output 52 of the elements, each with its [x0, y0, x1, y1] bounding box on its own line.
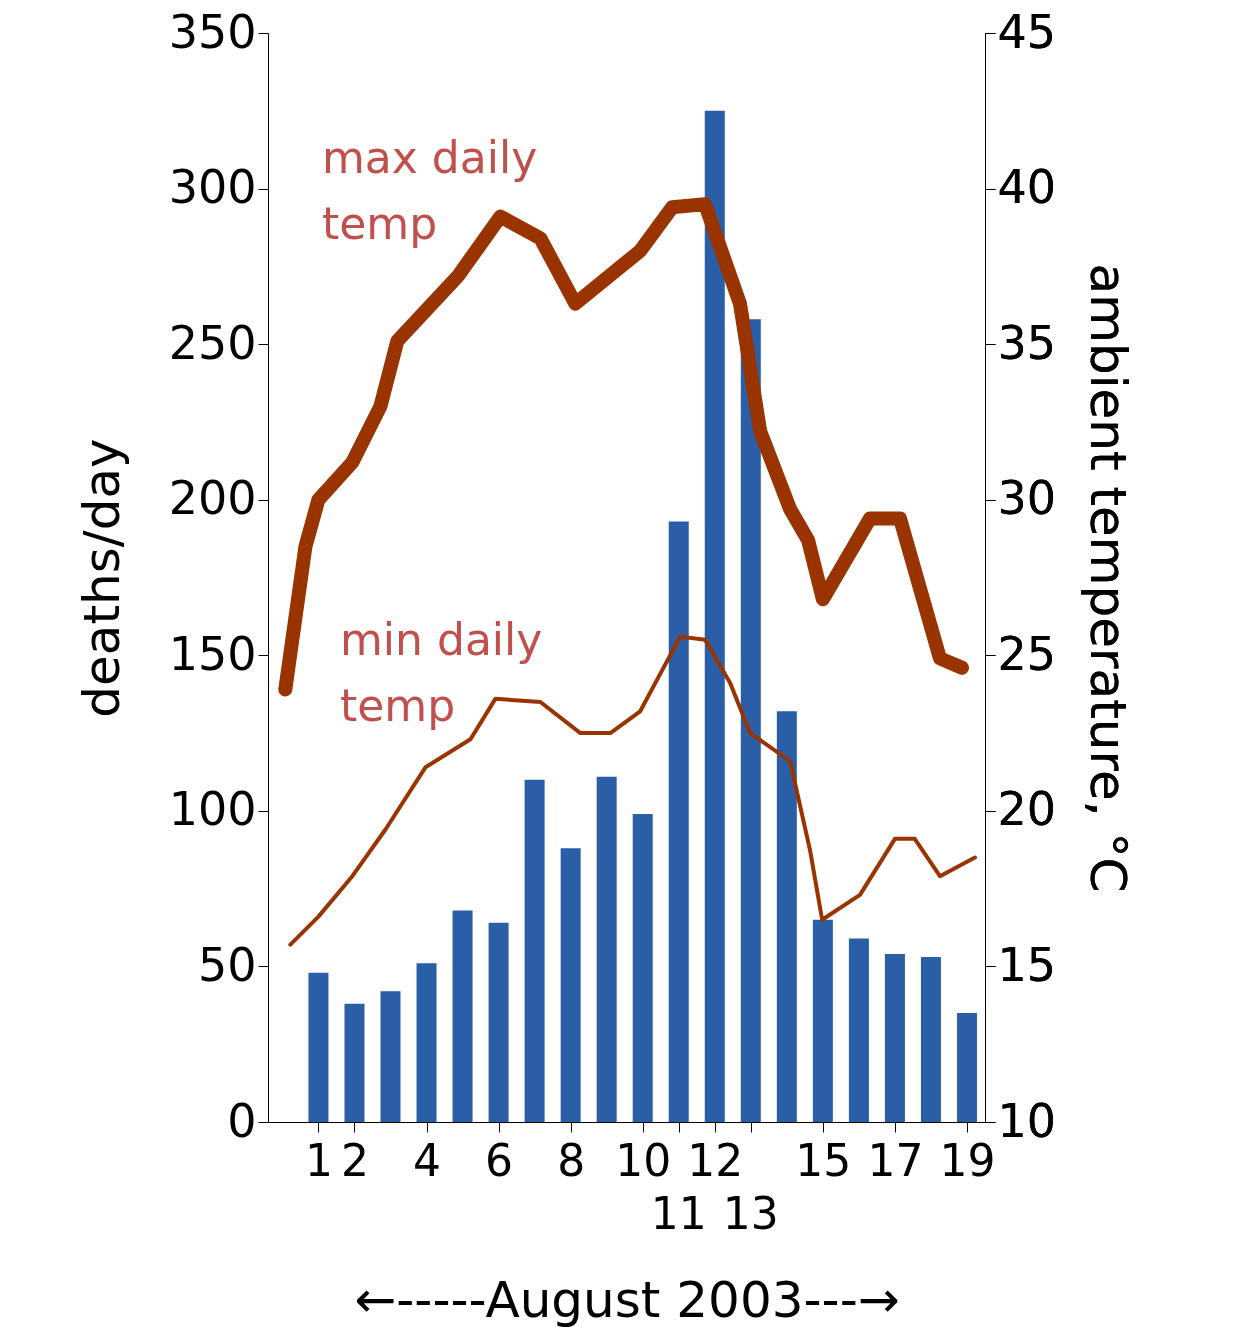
y-tick-label: 200	[168, 471, 257, 526]
bar	[416, 963, 437, 1122]
text: 13	[722, 1188, 779, 1239]
y-tick-label: 300	[168, 160, 257, 215]
bar	[308, 972, 329, 1122]
x-tick-label: 1	[304, 1134, 333, 1186]
x-axis-title: ←-----August 2003---→	[354, 1270, 900, 1329]
y-tick-label: 250	[168, 315, 257, 370]
series-label: min daily temp	[340, 614, 543, 731]
x-tick-label: 4	[413, 1134, 442, 1186]
y2-tick-label: 45	[997, 4, 1057, 59]
bar	[704, 110, 725, 1122]
text: 11	[650, 1188, 707, 1239]
bar	[884, 953, 905, 1122]
y-tick-label: 0	[227, 1093, 257, 1148]
x-tick-label: 19	[939, 1134, 996, 1186]
bar	[668, 521, 689, 1122]
x-tick-label: 12	[687, 1134, 744, 1186]
bar	[524, 779, 545, 1122]
y2-axis-title: ambient temperature, °C	[1079, 263, 1138, 893]
bar	[560, 848, 581, 1122]
bar	[812, 919, 833, 1122]
bar	[344, 1003, 365, 1122]
y2-tick-label: 30	[997, 471, 1057, 526]
y-tick-label: 350	[168, 4, 257, 59]
bar	[380, 991, 401, 1122]
y-tick-label: 50	[197, 937, 257, 992]
x-tick-label: 15	[795, 1134, 852, 1186]
y2-tick-label: 25	[997, 626, 1057, 681]
y2-tick-label: 40	[997, 160, 1057, 215]
y-tick-label: 100	[168, 782, 257, 837]
series-label: max daily temp	[322, 132, 538, 249]
bar	[776, 711, 797, 1122]
x-tick-label: 8	[557, 1134, 586, 1186]
bar	[632, 813, 653, 1122]
bar	[452, 910, 473, 1122]
bar	[488, 922, 509, 1122]
x-tick-label: 2	[340, 1134, 369, 1186]
bar	[920, 957, 941, 1122]
bar	[596, 776, 617, 1122]
bar	[848, 938, 869, 1122]
y2-tick-label: 15	[997, 937, 1057, 992]
y2-tick-label: 20	[997, 782, 1057, 837]
y2-tick-label: 10	[997, 1093, 1057, 1148]
x-tick-label: 17	[867, 1134, 924, 1186]
y-axis-title: deaths/day	[72, 438, 131, 718]
x-tick-label: 6	[485, 1134, 514, 1186]
y2-tick-label: 35	[997, 315, 1057, 370]
bar	[740, 319, 761, 1122]
bar	[956, 1013, 977, 1122]
x-tick-label: 10	[615, 1134, 672, 1186]
y-tick-label: 150	[168, 626, 257, 681]
